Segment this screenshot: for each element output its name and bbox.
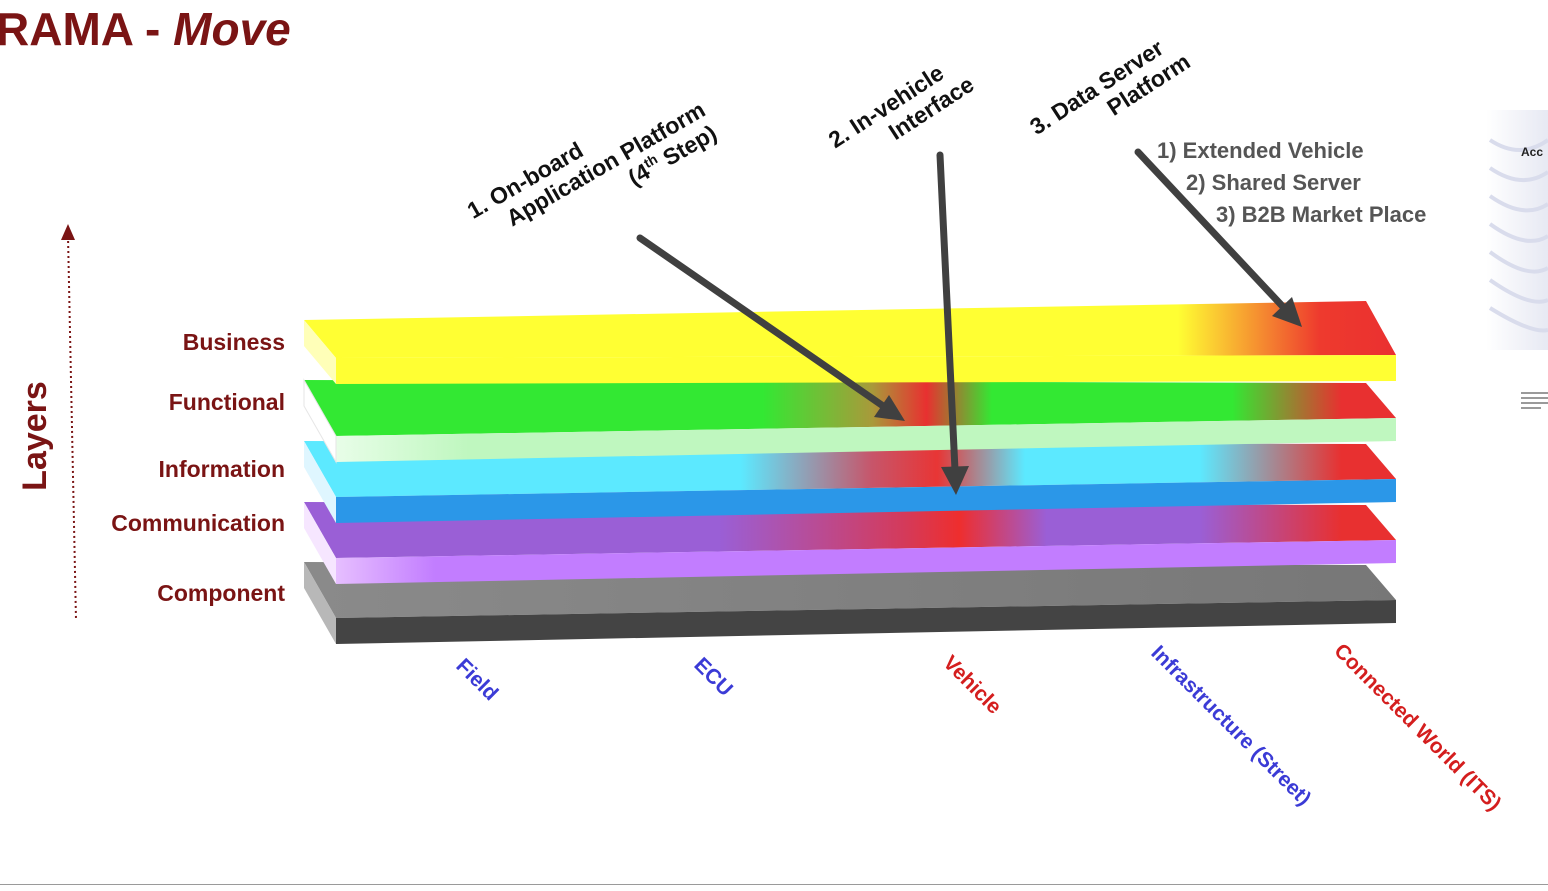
thumbnail-heading: Acc [1521,145,1543,159]
zone-label-connected-world: Connected World (ITS) [1329,639,1505,815]
axis-label: Layers [16,381,54,491]
zone-label-ecu: ECU [689,653,737,701]
layer-label-communication: Communication [111,510,285,536]
layer-slab-functional [303,378,1396,464]
arrow-invehicle [936,151,969,495]
zone-labels: Field ECU Vehicle Infrastructure (Street… [451,639,1505,815]
layer-slab-business [304,301,1396,384]
zone-label-field: Field [451,654,502,705]
page-title-prefix: RAMA - [0,3,174,55]
zone-label-infrastructure: Infrastructure (Street) [1146,641,1315,810]
callout-invehicle: 2. In-vehicle Interface [824,59,979,153]
layer-label-component: Component [157,580,285,606]
bottom-divider [0,884,1548,885]
layers-axis: Layers [16,224,77,621]
server-options: 1) Extended Vehicle 2) Shared Server 3) … [1157,138,1426,227]
arrow-onboard [636,234,905,421]
callout-arrows [636,148,1302,495]
callout-onboard: 1. On-board Application Platform (4th St… [463,96,721,231]
thumbnail-decoration [1488,138,1548,333]
page-title: RAMA - Move [0,2,291,56]
server-option-shared-server: 2) Shared Server [1186,170,1361,195]
server-option-extended-vehicle: 1) Extended Vehicle [1157,138,1364,163]
thumbnail-fine-print [1521,392,1548,409]
axis-arrow-icon [61,224,75,240]
arrow-dataserver [1134,148,1302,327]
page-title-italic: Move [173,3,291,55]
layer-label-functional: Functional [169,389,285,415]
layer-label-information: Information [159,456,286,482]
document-thumbnail: Acc [1486,110,1548,409]
layer-labels: Business Functional Information Communic… [111,329,285,606]
layer-stack [303,301,1396,644]
layer-label-business: Business [183,329,285,355]
server-option-b2b-market: 3) B2B Market Place [1216,202,1426,227]
zone-label-vehicle: Vehicle [938,651,1005,718]
